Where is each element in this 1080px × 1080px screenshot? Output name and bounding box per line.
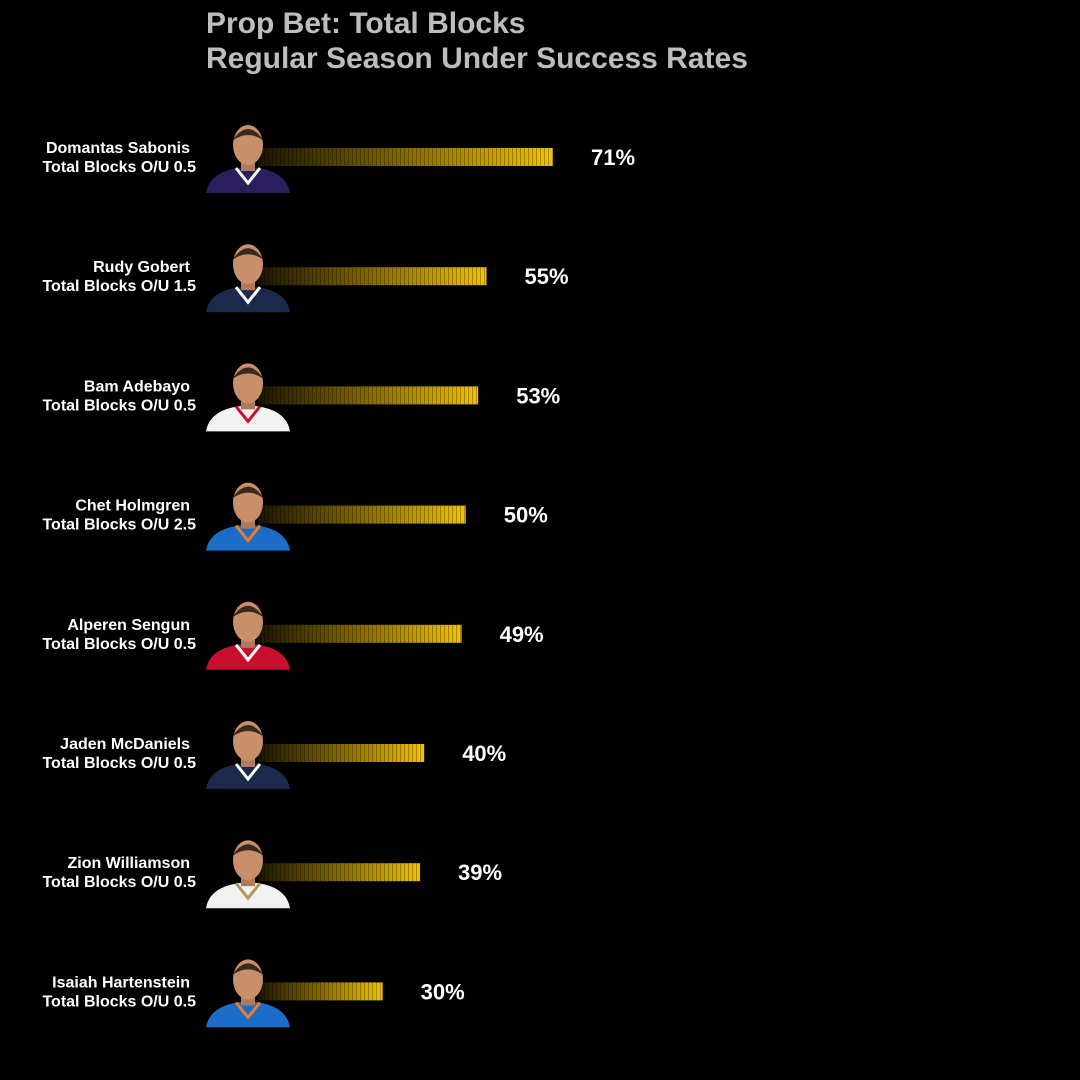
bar-value-label: 49% — [500, 622, 544, 647]
bar-row: Rudy Gobert Total Blocks O/U 1.5 55% — [42, 244, 569, 313]
bar-value-label: 39% — [458, 860, 502, 885]
player-name-label: Rudy Gobert — [93, 259, 191, 276]
bar-value-label: 53% — [516, 383, 560, 408]
player-headshot — [206, 244, 290, 313]
bar-texture — [258, 505, 466, 524]
bar-row: Chet Holmgren Total Blocks O/U 2.5 50% — [42, 482, 548, 551]
bar-value-label: 50% — [504, 503, 548, 528]
prop-line-label: Total Blocks O/U 0.5 — [42, 993, 196, 1010]
bar-row: Isaiah Hartenstein Total Blocks O/U 0.5 30… — [42, 959, 465, 1028]
player-name-label: Zion Williamson — [67, 855, 190, 872]
player-headshot — [206, 363, 290, 432]
player-name-label: Bam Adebayo — [84, 378, 190, 395]
player-headshot — [206, 125, 290, 193]
bar-value-label: 55% — [525, 264, 569, 289]
player-name-label: Jaden McDaniels — [60, 736, 190, 753]
player-name-label: Isaiah Hartenstein — [52, 974, 190, 991]
prop-line-label: Total Blocks O/U 2.5 — [42, 517, 196, 534]
player-headshot — [206, 482, 290, 551]
bar-texture — [258, 148, 553, 166]
bar-value-label: 40% — [462, 741, 506, 766]
player-headshot — [206, 721, 290, 789]
bar-row: Bam Adebayo Total Blocks O/U 0.5 53% — [42, 363, 560, 432]
chart-subtitle: Regular Season Under Success Rates — [206, 42, 748, 75]
player-headshot — [206, 959, 290, 1028]
bar-texture — [258, 267, 487, 286]
bar-row: Jaden McDaniels Total Blocks O/U 0.5 40% — [42, 721, 506, 789]
bar-texture — [258, 624, 462, 643]
prop-line-label: Total Blocks O/U 1.5 — [42, 278, 196, 295]
prop-line-label: Total Blocks O/U 0.5 — [42, 159, 196, 176]
chart-title: Prop Bet: Total Blocks — [206, 7, 526, 40]
player-name-label: Chet Holmgren — [75, 498, 190, 515]
prop-line-label: Total Blocks O/U 0.5 — [42, 397, 196, 414]
bar-row: Domantas Sabonis Total Blocks O/U 0.5 71% — [42, 125, 635, 193]
player-name-label: Domantas Sabonis — [46, 140, 190, 157]
prop-line-label: Total Blocks O/U 0.5 — [42, 874, 196, 891]
bar-row: Zion Williamson Total Blocks O/U 0.5 39% — [42, 840, 502, 909]
bar-texture — [258, 744, 425, 762]
bar-row: Alperen Sengun Total Blocks O/U 0.5 49% — [42, 601, 544, 670]
bar-value-label: 30% — [421, 979, 465, 1004]
prop-line-label: Total Blocks O/U 0.5 — [42, 636, 196, 653]
bar-value-label: 71% — [591, 145, 635, 170]
player-name-label: Alperen Sengun — [67, 617, 190, 634]
prop-line-label: Total Blocks O/U 0.5 — [42, 755, 196, 772]
bar-texture — [258, 863, 421, 882]
player-headshot — [206, 601, 290, 670]
bar-texture — [258, 386, 479, 405]
bar-texture — [258, 982, 383, 1001]
player-headshot — [206, 840, 290, 909]
chart-title-block: Prop Bet: Total Blocks Regular Season Un… — [206, 6, 748, 76]
